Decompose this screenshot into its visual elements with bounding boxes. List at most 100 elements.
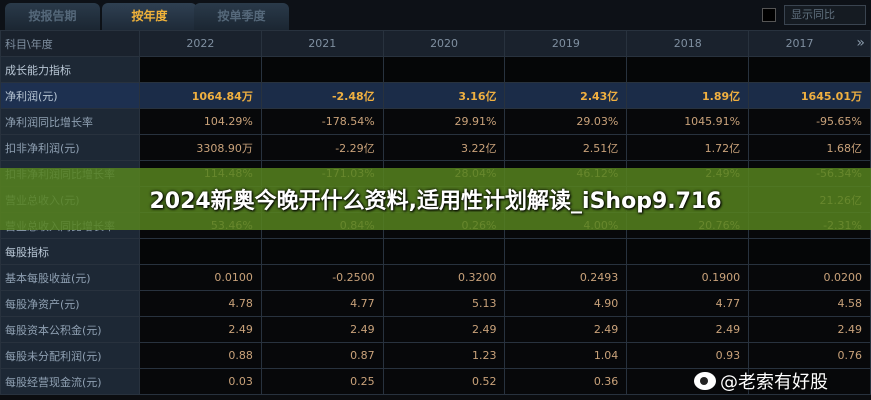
cell-value: 0.93 [626, 342, 750, 369]
tab-by-year[interactable]: 按年度 [102, 3, 197, 30]
section-row[interactable]: 成长能力指标 [0, 56, 871, 83]
year-header[interactable]: 2020 [382, 30, 506, 57]
cell-value: 0.2493 [504, 264, 628, 291]
row-label: 每股未分配利润(元) [0, 342, 140, 369]
cell-value: 0.25 [260, 368, 384, 395]
cell-value [748, 56, 871, 83]
overlay-banner: 2024新奥今晚开什么资料,适用性计划解读_iShop9.716 [0, 168, 871, 230]
row-label: 每股净资产(元) [0, 290, 140, 317]
cell-value: 0.76 [748, 342, 871, 369]
row-label: 净利润(元) [0, 82, 140, 109]
header-label: 科目\年度 [0, 30, 140, 57]
table-row[interactable]: 净利润(元) 1064.84万 -2.48亿 3.16亿 2.43亿 1.89亿 1645.… [0, 82, 871, 109]
table-row[interactable]: 每股净资产(元) 4.78 4.77 5.13 4.90 4.77 4.58 [0, 290, 871, 317]
cell-value: -0.2500 [260, 264, 384, 291]
cell-value: 29.03% [504, 108, 628, 135]
cell-value: 29.91% [382, 108, 506, 135]
cell-value: 4.77 [260, 290, 384, 317]
cell-value: -2.29亿 [260, 134, 384, 161]
next-page-icon[interactable]: » [856, 35, 865, 51]
year-header[interactable]: 2018 [626, 30, 750, 57]
year-header[interactable]: 2021 [260, 30, 384, 57]
cell-value: 2.49 [382, 316, 506, 343]
tab-by-quarter[interactable]: 按单季度 [194, 3, 289, 30]
cell-value: 104.29% [139, 108, 262, 135]
table-row[interactable]: 扣非净利润(元) 3308.90万 -2.29亿 3.22亿 2.51亿 1.72亿 1.6… [0, 134, 871, 161]
tab-by-report-period[interactable]: 按报告期 [5, 3, 100, 30]
cell-value: 3.16亿 [382, 82, 506, 109]
cell-value [626, 368, 750, 395]
section-row[interactable]: 每股指标 [0, 238, 871, 265]
table-row[interactable]: 净利润同比增长率 104.29% -178.54% 29.91% 29.03% 1045.… [0, 108, 871, 135]
cell-value: 0.1900 [626, 264, 750, 291]
cell-value: 0.88 [139, 342, 262, 369]
cell-value [139, 238, 262, 265]
cell-value: 4.78 [139, 290, 262, 317]
cell-value: 1.68亿 [748, 134, 871, 161]
cell-value [382, 238, 506, 265]
cell-value [504, 238, 628, 265]
cell-value: 2.49 [260, 316, 384, 343]
row-label: 净利润同比增长率 [0, 108, 140, 135]
cell-value: 1.04 [504, 342, 628, 369]
cell-value: 0.03 [139, 368, 262, 395]
watermark: @老索有好股 [694, 368, 828, 394]
cell-value: 0.0100 [139, 264, 262, 291]
cell-value: 1.72亿 [626, 134, 750, 161]
row-label: 每股经营现金流(元) [0, 368, 140, 395]
tab-bar: 按报告期 按年度 按单季度 显示同比 [0, 0, 871, 30]
cell-value: 2.49 [504, 316, 628, 343]
row-label: 成长能力指标 [0, 56, 140, 83]
cell-value: 0.36 [504, 368, 628, 395]
cell-value: 3.22亿 [382, 134, 506, 161]
cell-value [748, 368, 871, 395]
cell-value: 2.51亿 [504, 134, 628, 161]
cell-value: 0.87 [260, 342, 384, 369]
cell-value [139, 56, 262, 83]
watermark-text: @老索有好股 [720, 372, 828, 393]
table-row[interactable]: 基本每股收益(元) 0.0100 -0.2500 0.3200 0.2493 0.1900… [0, 264, 871, 291]
year-header[interactable]: 2019 [504, 30, 628, 57]
year-header[interactable]: 2022 [139, 30, 262, 57]
table-row[interactable]: 每股未分配利润(元) 0.88 0.87 1.23 1.04 0.93 0.76 [0, 342, 871, 369]
cell-value [504, 56, 628, 83]
cell-value: 2.49 [626, 316, 750, 343]
cell-value: -2.48亿 [260, 82, 384, 109]
yoy-checkbox[interactable] [762, 8, 776, 22]
cell-value [626, 238, 750, 265]
cell-value: 4.58 [748, 290, 871, 317]
cell-value: 0.0200 [748, 264, 871, 291]
cell-value: 0.3200 [382, 264, 506, 291]
year-header[interactable]: 2017 [748, 30, 871, 57]
cell-value: 2.43亿 [504, 82, 628, 109]
weibo-logo-icon [694, 372, 716, 390]
show-yoy-button[interactable]: 显示同比 [784, 5, 866, 25]
cell-value: 2.49 [139, 316, 262, 343]
cell-value: 1645.01万 [748, 82, 871, 109]
cell-value: 1.23 [382, 342, 506, 369]
cell-value [260, 56, 384, 83]
cell-value: 5.13 [382, 290, 506, 317]
cell-value [626, 56, 750, 83]
cell-value: 1.89亿 [626, 82, 750, 109]
row-label: 每股指标 [0, 238, 140, 265]
cell-value [260, 238, 384, 265]
cell-value [748, 238, 871, 265]
cell-value: -95.65% [748, 108, 871, 135]
cell-value: 2.49 [748, 316, 871, 343]
cell-value: 1045.91% [626, 108, 750, 135]
row-label: 扣非净利润(元) [0, 134, 140, 161]
cell-value: 1064.84万 [139, 82, 262, 109]
cell-value: 0.52 [382, 368, 506, 395]
row-label: 基本每股收益(元) [0, 264, 140, 291]
cell-value: 4.77 [626, 290, 750, 317]
table-row[interactable]: 每股资本公积金(元) 2.49 2.49 2.49 2.49 2.49 2.49 [0, 316, 871, 343]
cell-value: 4.90 [504, 290, 628, 317]
cell-value: -178.54% [260, 108, 384, 135]
banner-text: 2024新奥今晚开什么资料,适用性计划解读_iShop9.716 [149, 189, 722, 214]
cell-value: 3308.90万 [139, 134, 262, 161]
header-row: 科目\年度 2022 2021 2020 2019 2018 2017 [0, 30, 871, 57]
table-row[interactable]: 每股经营现金流(元) 0.03 0.25 0.52 0.36 [0, 368, 871, 395]
row-label: 每股资本公积金(元) [0, 316, 140, 343]
cell-value [382, 56, 506, 83]
